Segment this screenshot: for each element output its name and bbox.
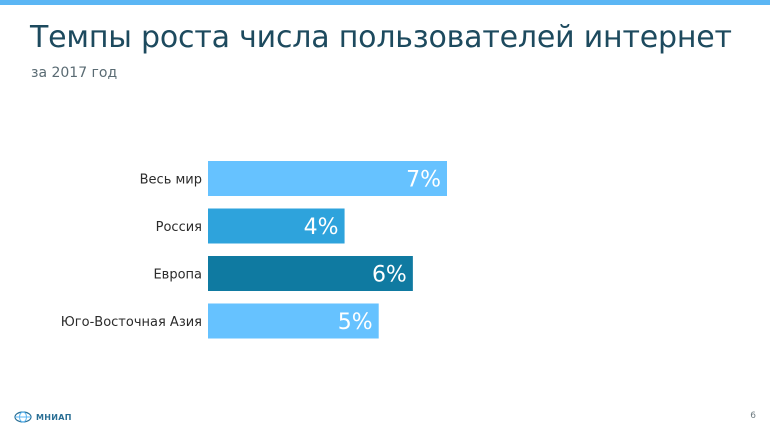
category-label: Россия (156, 220, 202, 235)
category-label: Европа (153, 268, 202, 283)
data-label: 4% (304, 215, 339, 240)
data-label: 5% (338, 310, 373, 335)
globe-icon (14, 411, 32, 423)
category-label: Юго-Восточная Азия (61, 315, 202, 330)
bar (208, 256, 413, 291)
bar-chart: Весь мир 7% Россия 4% Европа 6% Юго-Восточная … (61, 161, 447, 339)
bar (208, 303, 379, 339)
category-label: Весь мир (140, 173, 202, 188)
logo-text: МНИАП (36, 412, 72, 422)
bar (208, 161, 447, 196)
data-label: 7% (406, 168, 441, 193)
bar (208, 208, 345, 244)
footer-logo: МНИАП (14, 411, 72, 423)
page-number: 6 (750, 411, 756, 421)
data-label: 6% (372, 263, 407, 288)
slide-title: Темпы роста числа пользователей интернет (30, 20, 732, 55)
slide-subtitle: за 2017 год (31, 65, 118, 81)
top-accent-bar (0, 0, 770, 5)
